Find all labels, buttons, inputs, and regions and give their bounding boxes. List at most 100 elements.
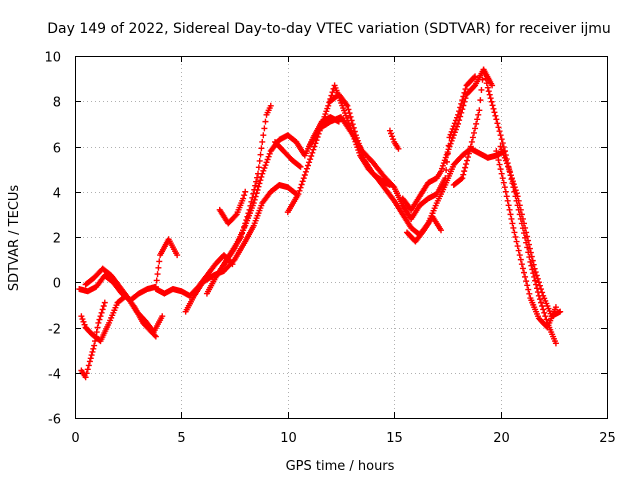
interpolated-point (258, 145, 265, 152)
interpolated-point (156, 258, 163, 265)
interpolated-point (256, 157, 263, 164)
interpolated-point (505, 163, 512, 170)
interpolated-point (495, 124, 502, 131)
series-track-19 (493, 148, 559, 331)
x-axis-tick-labels: 0 5 10 15 20 25 (71, 431, 615, 446)
interpolated-point (297, 184, 304, 191)
interpolated-point (519, 265, 526, 272)
interpolated-point (519, 215, 526, 222)
interpolated-point (461, 98, 468, 105)
interpolated-point (505, 202, 512, 209)
data-point (506, 166, 513, 173)
data-point (531, 265, 538, 272)
series-track-13 (327, 91, 393, 188)
interpolated-point (500, 179, 507, 186)
y-axis-tick-labels: -6 -4 -2 0 2 4 6 8 10 (44, 51, 61, 428)
interpolated-point (260, 167, 267, 174)
interpolated-point (439, 162, 446, 169)
data-point (91, 342, 98, 349)
interpolated-point (499, 149, 506, 156)
interpolated-point (360, 154, 367, 161)
series-track-18 (497, 143, 564, 320)
interpolated-point (345, 106, 352, 113)
interpolated-point (99, 306, 106, 313)
data-point (518, 261, 525, 268)
interpolated-point (482, 75, 489, 82)
interpolated-point (356, 143, 363, 150)
interpolated-point (453, 123, 460, 130)
interpolated-point (509, 178, 516, 185)
interpolated-point (155, 264, 162, 271)
interpolated-point (518, 211, 525, 218)
interpolated-point (492, 112, 499, 119)
interpolated-point (528, 253, 535, 260)
interpolated-point (357, 146, 364, 153)
interpolated-point (471, 129, 477, 136)
interpolated-point (515, 247, 522, 254)
interpolated-point (479, 76, 486, 83)
data-point (459, 175, 466, 182)
interpolated-point (502, 188, 509, 195)
interpolated-point (525, 237, 532, 244)
interpolated-point (93, 329, 100, 336)
interpolated-point (494, 152, 501, 159)
series-track-11 (284, 82, 508, 238)
interpolated-point (507, 211, 514, 218)
interpolated-point (440, 160, 447, 167)
interpolated-point (252, 182, 259, 189)
interpolated-point (464, 154, 471, 161)
interpolated-point (348, 117, 355, 124)
interpolated-point (506, 206, 513, 213)
interpolated-point (514, 243, 521, 250)
interpolated-point (300, 175, 307, 182)
interpolated-point (460, 102, 467, 109)
interpolated-point (503, 193, 510, 200)
series-track-8 (216, 188, 249, 227)
interpolated-point (258, 173, 265, 180)
data-point (438, 227, 445, 234)
interpolated-point (516, 202, 523, 209)
interpolated-point (461, 168, 468, 175)
interpolated-point (153, 277, 160, 284)
interpolated-point (451, 129, 458, 136)
interpolated-point (92, 333, 99, 340)
chart-title: Day 149 of 2022, Sidereal Day-to-day VTE… (47, 21, 611, 37)
data-point (484, 84, 491, 91)
x-axis-label: GPS time / hours (286, 459, 395, 474)
interpolated-point (452, 126, 459, 133)
interpolated-point (524, 233, 531, 240)
data-point (493, 116, 500, 123)
interpolated-point (465, 150, 472, 157)
series-track-15 (399, 66, 496, 213)
series-track-6 (182, 181, 300, 315)
data-point (480, 66, 487, 73)
interpolated-point (261, 164, 268, 171)
interpolated-point (500, 151, 507, 158)
interpolated-point (92, 338, 99, 345)
interpolated-point (524, 282, 531, 289)
interpolated-point (257, 177, 264, 184)
interpolated-point (533, 272, 540, 279)
data-point (489, 82, 496, 89)
interpolated-point (309, 149, 316, 156)
data-point (386, 181, 393, 188)
interpolated-point (463, 161, 470, 168)
interpolated-point (486, 91, 493, 98)
interpolated-point (85, 362, 92, 369)
interpolated-point (256, 180, 263, 187)
data-point (493, 148, 500, 155)
data-point (446, 143, 453, 150)
interpolated-point (535, 279, 542, 286)
axis-ticks (75, 56, 608, 419)
y-tick-label: 4 (53, 187, 61, 202)
data-point (386, 127, 393, 134)
interpolated-point (349, 121, 356, 128)
y-tick-label: 2 (53, 232, 61, 247)
interpolated-point (510, 181, 517, 188)
interpolated-point (80, 318, 87, 325)
series-track-10 (272, 138, 304, 170)
interpolated-point (462, 86, 469, 93)
x-tick-label: 5 (177, 431, 185, 446)
interpolated-point (475, 111, 482, 118)
interpolated-point (254, 186, 261, 193)
